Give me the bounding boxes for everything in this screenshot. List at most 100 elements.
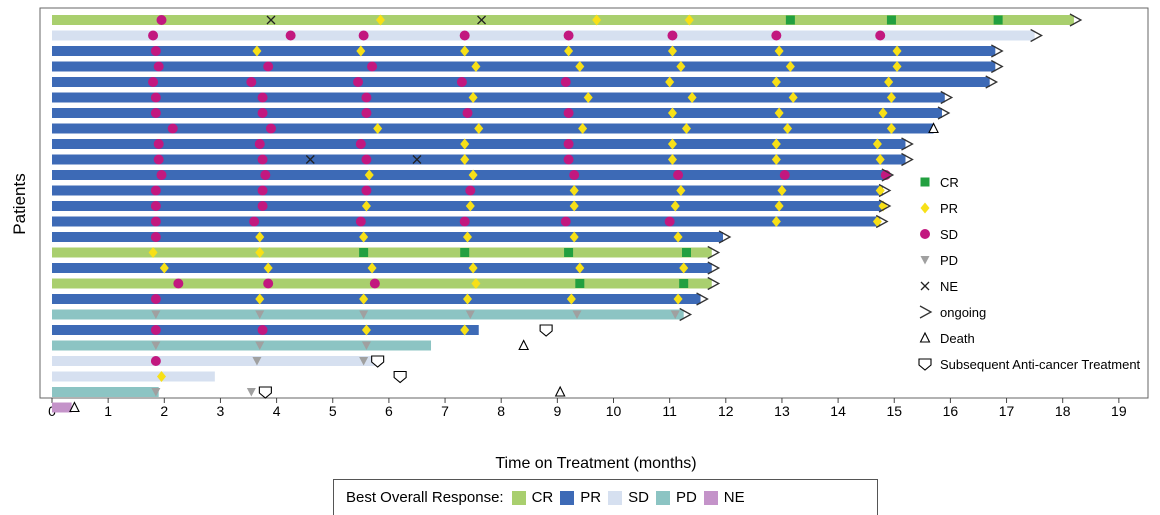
marker-pr [771, 216, 781, 227]
marker-pr [676, 185, 686, 196]
x-tick-label: 7 [441, 403, 449, 419]
legend-label-ne: NE [723, 489, 745, 506]
marker-sd [459, 216, 470, 227]
marker-pd [359, 357, 369, 366]
legend-label-pr: PR [580, 489, 602, 506]
marker-pr [252, 45, 262, 57]
marker-sd [353, 77, 364, 87]
marker-sd [563, 108, 574, 118]
marker-sd [150, 356, 161, 366]
marker-pr [676, 61, 686, 72]
marker-pr [367, 262, 377, 274]
marker-pr [364, 169, 374, 181]
marker-sd [367, 61, 378, 72]
legend-item-pr: PR [560, 489, 601, 506]
marker-pr [788, 92, 798, 103]
marker-pr [771, 154, 781, 165]
marker-ne [266, 15, 276, 25]
x-tick-label: 3 [217, 403, 225, 419]
ongoing-arrow [707, 245, 721, 260]
plot-area: 012345678910111213141516171819 [39, 7, 1149, 419]
marker-pr [875, 154, 885, 165]
marker-sd [456, 77, 467, 87]
marker-sd [263, 61, 274, 72]
x-axis-label: Time on Treatment (months) [495, 455, 696, 472]
marker-sd [254, 139, 265, 149]
best-overall-response-title: Best Overall Response: [346, 489, 504, 506]
ongoing-arrow [875, 214, 889, 229]
marker-pr [774, 200, 784, 212]
marker-sd [260, 170, 271, 180]
marker-sd [249, 216, 260, 227]
legend-item: NE [920, 279, 958, 294]
marker-pr [884, 76, 894, 88]
marker-pr [255, 293, 265, 305]
marker-sd [355, 139, 366, 149]
legend-label-pd: PD [675, 489, 697, 506]
x-tick-label: 8 [497, 403, 505, 419]
marker-pr [872, 216, 882, 227]
ongoing-arrow [881, 168, 895, 182]
subsequent-treatment-marker [258, 386, 272, 399]
marker-pr [148, 247, 158, 258]
marker-pr [886, 123, 896, 134]
marker-sd [265, 123, 276, 134]
marker-pr [569, 231, 579, 243]
patient-bar [52, 30, 1035, 41]
marker-sd [257, 185, 268, 196]
patient-bar [52, 356, 375, 366]
marker-pr [681, 123, 691, 134]
marker-pr [774, 45, 784, 57]
ongoing-arrow [878, 183, 892, 198]
marker-pd [255, 310, 265, 319]
death-marker [518, 339, 530, 351]
marker-pr [361, 324, 371, 336]
ongoing-arrow [991, 44, 1004, 58]
marker-sd [150, 201, 161, 211]
legend-item-pd: PD [655, 489, 697, 506]
patient-bar [52, 139, 906, 149]
marker-cr [564, 248, 574, 257]
legend-symbol [919, 305, 933, 319]
marker-cr [681, 248, 691, 257]
legend-label: PR [940, 201, 958, 216]
marker-pr [156, 371, 166, 382]
marker-pd [361, 341, 371, 350]
legend-item-sd: SD [608, 489, 649, 506]
marker-pr [359, 293, 369, 305]
legend-item: Death [919, 331, 975, 346]
marker-sd [150, 92, 161, 103]
legend-item: PD [920, 253, 958, 268]
ongoing-arrow [1069, 13, 1083, 27]
marker-pr [578, 123, 588, 134]
legend-symbol [920, 177, 930, 187]
marker-pr [359, 231, 369, 243]
marker-pd [151, 310, 161, 319]
marker-sd [779, 170, 790, 180]
marker-pr [463, 293, 473, 305]
marker-pr [569, 200, 579, 212]
marker-sd [771, 30, 782, 41]
x-tick-label: 12 [718, 403, 734, 419]
marker-pr [474, 123, 484, 134]
marker-pr [468, 169, 478, 181]
legend-label: ongoing [940, 305, 986, 320]
x-tick-label: 17 [999, 403, 1015, 419]
marker-pr [465, 200, 475, 212]
legend-symbol [920, 229, 930, 239]
x-tick-label: 19 [1111, 403, 1127, 419]
ongoing-arrow [940, 90, 954, 105]
marker-pr [471, 278, 481, 289]
marker-pr [872, 138, 882, 150]
marker-pr [783, 123, 793, 134]
marker-sd [257, 201, 268, 211]
marker-pr [263, 262, 273, 274]
ongoing-arrow [901, 137, 914, 151]
marker-sd [153, 139, 164, 149]
marker-pr [361, 200, 371, 212]
marker-sd [156, 170, 167, 180]
ongoing-arrow [991, 59, 1004, 74]
marker-pr [886, 92, 896, 103]
marker-sd [664, 216, 675, 227]
marker-cr [460, 248, 470, 257]
